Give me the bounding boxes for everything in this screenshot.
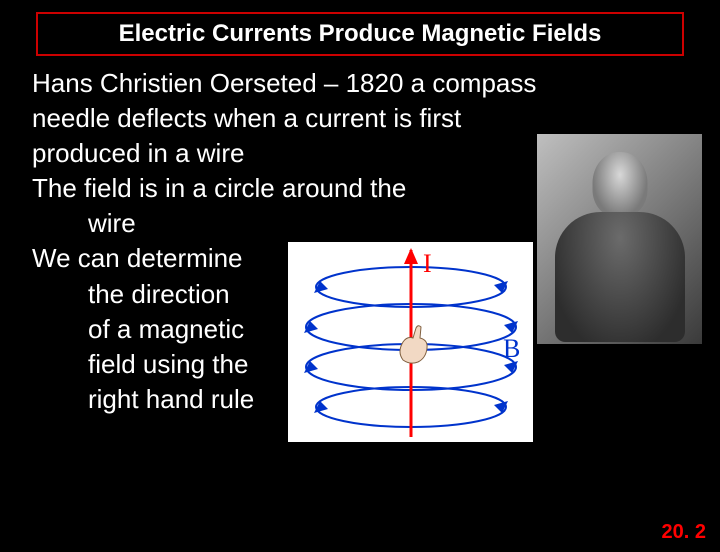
body-line-1: Hans Christien Oerseted – 1820 a compass <box>32 66 696 101</box>
field-label: B <box>503 334 520 363</box>
body-line-2: needle deflects when a current is first <box>32 101 696 136</box>
diagram-svg: I B <box>288 242 533 442</box>
oersted-portrait <box>537 134 702 344</box>
title-bar: Electric Currents Produce Magnetic Field… <box>36 12 684 56</box>
current-label: I <box>423 249 432 278</box>
page-number: 20. 2 <box>662 521 706 544</box>
page-title: Electric Currents Produce Magnetic Field… <box>48 20 672 48</box>
magnetic-field-diagram: I B <box>288 242 533 442</box>
